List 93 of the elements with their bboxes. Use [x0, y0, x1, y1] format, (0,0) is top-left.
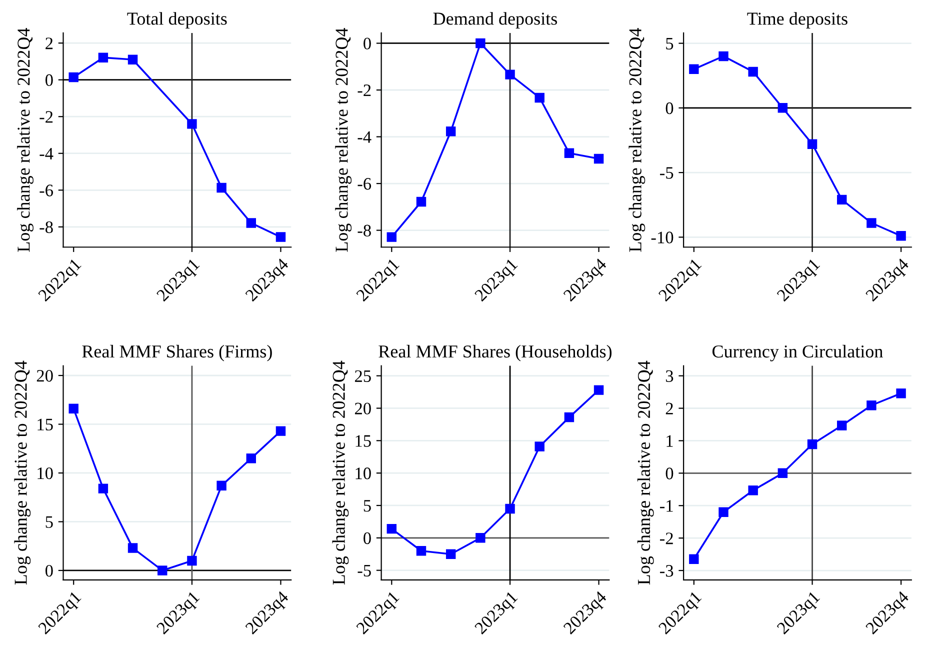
point: [187, 556, 197, 566]
point: [718, 51, 728, 62]
point: [505, 70, 515, 80]
point: [807, 139, 818, 149]
y-axis-title: Log change relative to 2022Q4: [335, 28, 352, 252]
chart-title: Real MMF Shares (Households): [378, 344, 612, 362]
point: [216, 182, 226, 193]
y-tick-label: 15: [38, 418, 53, 430]
point: [158, 566, 168, 576]
point: [689, 554, 699, 564]
point: [476, 533, 486, 543]
point: [748, 485, 758, 496]
y-tick-label: 0: [364, 532, 371, 544]
y-tick-label: -6: [40, 184, 53, 196]
y-tick-label: 15: [356, 435, 371, 447]
point: [534, 92, 544, 103]
point: [416, 196, 426, 207]
y-tick-label: 10: [38, 467, 53, 480]
point: [594, 154, 604, 164]
y-axis-title: Log change relative to 2022Q4: [14, 360, 31, 585]
y-tick-label: -2: [358, 84, 371, 96]
point: [446, 549, 456, 559]
y-tick-label: -2: [660, 532, 673, 544]
y-axis-title: Log change relative to 2022Q4: [637, 360, 654, 585]
y-tick-label: 1: [666, 435, 673, 447]
chart-title: Demand deposits: [433, 12, 557, 28]
point: [128, 543, 138, 553]
point: [476, 38, 486, 48]
point: [778, 103, 788, 113]
point: [837, 420, 847, 430]
point: [446, 126, 456, 136]
y-tick-label: -6: [358, 178, 372, 190]
y-axis-title: Log change relative to 2022Q4: [628, 28, 646, 252]
y-tick-label: 5: [46, 516, 53, 528]
y-tick-label: 10: [356, 468, 371, 480]
chart-title: Time deposits: [747, 12, 848, 28]
y-tick-label: -1: [660, 500, 673, 512]
y-tick-label: 0: [666, 468, 674, 480]
chart-title: Total deposits: [127, 12, 227, 28]
point: [68, 404, 78, 414]
point: [386, 524, 397, 534]
y-tick-label: 20: [354, 402, 371, 414]
point: [564, 148, 574, 158]
point: [276, 426, 286, 436]
point: [896, 231, 906, 241]
y-tick-label: -5: [660, 167, 674, 179]
point: [866, 400, 876, 410]
y-tick-label: -3: [660, 565, 674, 577]
y-tick-label: -8: [40, 221, 53, 234]
y-tick-label: -2: [40, 111, 53, 123]
point: [128, 54, 138, 64]
y-tick-label: 0: [46, 74, 53, 86]
point: [98, 52, 108, 62]
y-tick-label: 3: [666, 370, 674, 382]
y-tick-label: 5: [364, 500, 371, 512]
y-tick-label: -4: [40, 148, 54, 160]
point: [246, 453, 256, 464]
y-axis-title: Log change relative to 2022Q4: [17, 28, 34, 252]
y-tick-label: 5: [666, 38, 674, 50]
chart-title: Real MMF Shares (Firms): [82, 344, 272, 362]
y-tick-label: 20: [36, 370, 53, 382]
point: [866, 218, 876, 228]
point: [386, 232, 397, 242]
point: [216, 480, 226, 491]
point: [68, 72, 78, 82]
y-tick-label: 2: [666, 402, 673, 414]
point: [718, 507, 728, 517]
point: [896, 388, 906, 398]
point: [98, 484, 108, 494]
y-tick-label: 2: [46, 38, 53, 50]
y-axis-title: Log change relative to 2022Q4: [332, 360, 349, 585]
y-tick-label: 25: [354, 370, 371, 382]
point: [505, 504, 515, 514]
point: [564, 412, 574, 422]
point: [594, 385, 604, 395]
point: [689, 64, 699, 74]
y-tick-label: 0: [364, 38, 371, 50]
point: [187, 119, 197, 129]
point: [276, 232, 286, 242]
chart-title: Currency in Circulation: [712, 344, 883, 362]
y-tick-label: 0: [666, 102, 674, 114]
y-tick-label: 0: [46, 564, 53, 577]
point: [246, 218, 256, 228]
y-tick-label: -4: [358, 131, 372, 143]
point: [748, 66, 758, 77]
y-tick-label: -5: [358, 564, 371, 577]
y-tick-label: -8: [358, 224, 371, 236]
point: [837, 194, 847, 205]
point: [416, 546, 426, 556]
y-tick-label: -10: [651, 232, 674, 244]
point: [534, 442, 544, 452]
point: [807, 439, 818, 450]
point: [778, 468, 788, 478]
